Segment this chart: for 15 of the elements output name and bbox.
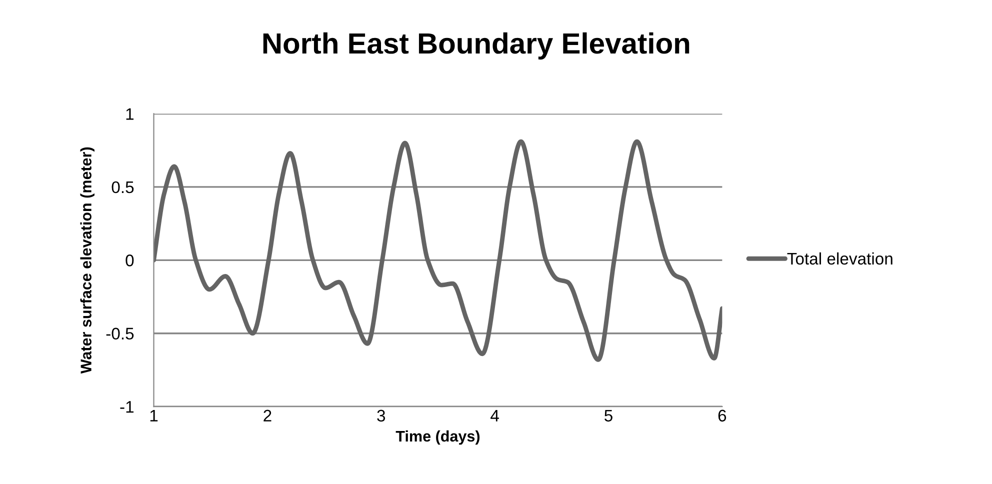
x-tick-label: 5 [604, 410, 612, 422]
legend-label: Total elevation [787, 252, 892, 265]
y-tick-label: -1 [120, 401, 134, 413]
y-tick-label: 0.5 [112, 181, 134, 194]
x-tick-label: 2 [264, 410, 272, 422]
x-tick-label: 3 [377, 410, 386, 422]
chart-title: North East Boundary Elevation [263, 32, 690, 60]
x-tick-label: 4 [490, 410, 499, 422]
y-tick-label: 1 [126, 108, 134, 120]
x-tick-label: 6 [718, 410, 726, 422]
y-tick-label: -0.5 [106, 328, 134, 340]
x-axis-title: Time (days) [396, 430, 480, 445]
y-axis-title: Water surface elevation (meter) [80, 147, 94, 374]
x-tick-label: 1 [150, 410, 158, 422]
y-tick-label: 0 [126, 254, 134, 266]
